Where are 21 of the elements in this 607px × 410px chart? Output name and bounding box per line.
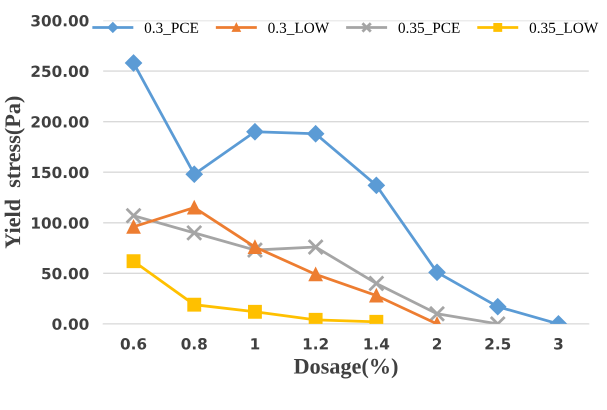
x-axis-title: Dosage(%)	[294, 358, 398, 378]
x-tick-label: 3	[554, 338, 563, 350]
x-tick-label: 1.2	[304, 338, 328, 350]
y-tick-label: 100.00	[32, 217, 89, 229]
y-tick-label: 0.00	[52, 318, 89, 330]
x-tick-label: 2	[432, 338, 442, 350]
y-axis-title: Yield stress(Pa)	[4, 96, 25, 248]
y-tick-label: 300.00	[31, 14, 89, 27]
y-tick-label: 250.00	[32, 66, 89, 78]
legend-label: 0.35_PCE	[398, 22, 460, 35]
x-tick-label: 1.4	[364, 338, 390, 350]
y-tick-label: 150.00	[32, 166, 89, 178]
y-tick-label: 50.00	[42, 268, 89, 280]
legend-label: 0.3_LOW	[268, 22, 330, 35]
x-tick-label: 0.8	[181, 338, 207, 350]
y-tick-label: 200.00	[32, 116, 89, 128]
x-tick-label: 0.6	[120, 338, 146, 350]
legend-label: 0.35_LOW	[530, 22, 598, 35]
legend-label: 0.3_PCE	[144, 22, 198, 35]
x-tick-label: 1	[251, 338, 260, 350]
x-tick-label: 2.5	[485, 338, 510, 350]
